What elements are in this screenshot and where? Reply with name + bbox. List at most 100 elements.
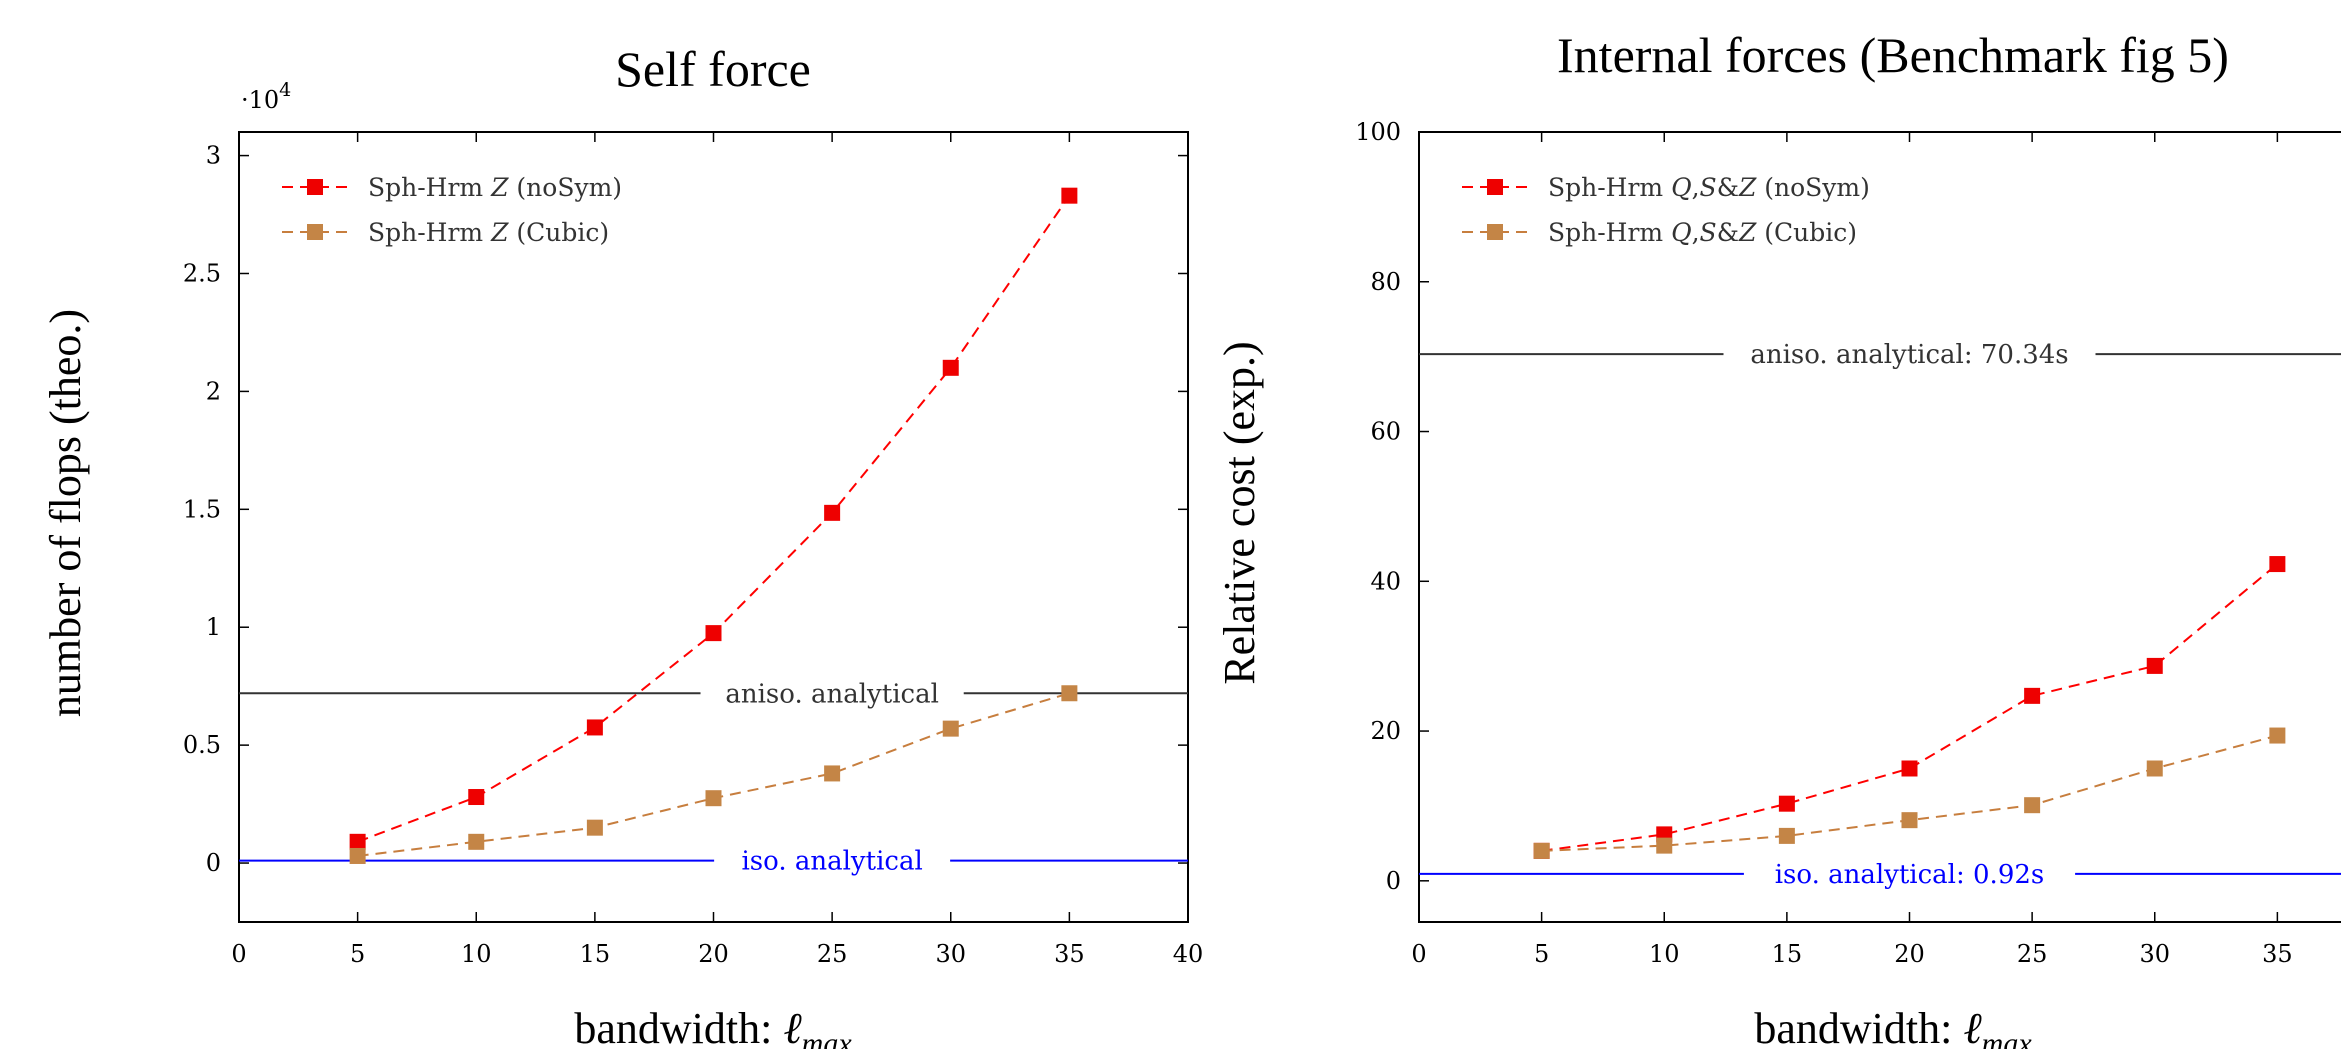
y-tick-label: 80 bbox=[1370, 268, 1401, 296]
x-tick-label: 25 bbox=[817, 940, 848, 968]
x-tick-label: 20 bbox=[1894, 940, 1925, 968]
data-point bbox=[1061, 685, 1078, 702]
legend-label-part: Z bbox=[1738, 173, 1757, 202]
y-tick-label: 40 bbox=[1370, 567, 1401, 595]
data-point bbox=[2269, 556, 2286, 573]
legend-label-part: S bbox=[1700, 218, 1717, 247]
x-axis-label-symbol: ℓ bbox=[1963, 1004, 1982, 1049]
x-axis-label-subscript: max bbox=[1982, 1027, 2033, 1049]
chart-1: Self force 0 5 10 15 20 25 30 35 40 0 0.5 1 1.5 2 2.5 3 ·… bbox=[41, 41, 1203, 1049]
data-point bbox=[942, 359, 959, 376]
legend-label: Sph-Hrm Z (noSym) bbox=[368, 173, 622, 202]
data-point bbox=[468, 789, 485, 806]
chart-title: Internal forces (Benchmark fig 5) bbox=[1557, 27, 2229, 83]
legend-label-part: S bbox=[1700, 173, 1717, 202]
series-line bbox=[357, 195, 1071, 843]
x-tick-label: 30 bbox=[935, 940, 966, 968]
x-tick-label: 20 bbox=[698, 940, 729, 968]
data-point bbox=[824, 765, 841, 782]
legend-label-part: , bbox=[1692, 218, 1700, 247]
x-tick-label: 5 bbox=[350, 940, 365, 968]
legend-label-part: Z bbox=[490, 173, 509, 202]
x-tick-label: 35 bbox=[1054, 940, 1085, 968]
x-axis-label-symbol: ℓ bbox=[783, 1004, 802, 1049]
x-tick-label: 15 bbox=[1772, 940, 1803, 968]
data-point bbox=[824, 504, 841, 521]
data-point bbox=[1778, 827, 1795, 844]
y-scale-exponent-base: ·10 bbox=[241, 86, 279, 114]
y-tick-label: 100 bbox=[1355, 118, 1401, 146]
x-axis-label-text: bandwidth: bbox=[574, 1004, 783, 1049]
legend-label-part: Q bbox=[1671, 173, 1692, 202]
data-point bbox=[942, 720, 959, 737]
data-point bbox=[1778, 795, 1795, 812]
data-point bbox=[468, 833, 485, 850]
x-tick-label: 40 bbox=[1173, 940, 1204, 968]
data-point bbox=[1533, 842, 1550, 859]
legend-label-part: (noSym) bbox=[1756, 173, 1870, 202]
legend-label-part: Sph-Hrm bbox=[368, 173, 491, 202]
legend-label-part: Sph-Hrm bbox=[1548, 173, 1671, 202]
data-point bbox=[2146, 760, 2163, 777]
legend-label-part: (Cubic) bbox=[1756, 218, 1857, 247]
y-tick-label: 1.5 bbox=[183, 495, 221, 523]
legend-label: Sph-Hrm Q,S&Z (Cubic) bbox=[1548, 218, 1857, 247]
legend-label-part: (noSym) bbox=[508, 173, 622, 202]
chart-title: Self force bbox=[615, 41, 811, 97]
x-tick-label: 15 bbox=[580, 940, 611, 968]
x-tick-label: 30 bbox=[2139, 940, 2170, 968]
y-tick-label: 60 bbox=[1370, 418, 1401, 446]
x-tick-label: 5 bbox=[1534, 940, 1549, 968]
series-line bbox=[357, 692, 1070, 857]
x-axis-label-text: bandwidth: bbox=[1754, 1004, 1963, 1049]
x-axis-label: bandwidth: ℓmax bbox=[574, 1004, 852, 1049]
legend-label-part: Z bbox=[1738, 218, 1757, 247]
data-point bbox=[2024, 797, 2041, 814]
data-point bbox=[2146, 657, 2163, 674]
legend-label-part: Sph-Hrm bbox=[1548, 218, 1671, 247]
x-tick-label: 10 bbox=[1649, 940, 1680, 968]
data-point bbox=[2024, 687, 2041, 704]
data-point bbox=[2269, 727, 2286, 744]
y-axis-label: number of flops (theo.) bbox=[41, 309, 90, 717]
x-tick-label: 25 bbox=[2017, 940, 2048, 968]
y-tick-label: 3 bbox=[206, 142, 221, 170]
y-tick-label: 2.5 bbox=[183, 259, 221, 287]
y-tick-label: 0 bbox=[1386, 867, 1401, 895]
legend-label-part: Q bbox=[1671, 218, 1692, 247]
y-tick-label: 0.5 bbox=[183, 731, 221, 759]
y-tick-label: 1 bbox=[206, 613, 221, 641]
data-point bbox=[586, 819, 603, 836]
y-axis-label: Relative cost (exp.) bbox=[1215, 341, 1264, 684]
x-tick-label: 10 bbox=[461, 940, 492, 968]
y-tick-label: 20 bbox=[1370, 717, 1401, 745]
data-point bbox=[1901, 812, 1918, 829]
reference-line-label: iso. analytical: 0.92s bbox=[1775, 860, 2045, 890]
legend-label: Sph-Hrm Z (Cubic) bbox=[368, 218, 609, 247]
x-axis-label-subscript: max bbox=[802, 1027, 853, 1049]
x-tick-label: 35 bbox=[2262, 940, 2293, 968]
legend-label-part: Sph-Hrm bbox=[368, 218, 491, 247]
legend-label: Sph-Hrm Q,S&Z (noSym) bbox=[1548, 173, 1870, 202]
reference-line-label: iso. analytical bbox=[741, 847, 922, 877]
plot-frame bbox=[1418, 131, 2341, 923]
data-point bbox=[586, 719, 603, 736]
data-point bbox=[1656, 837, 1673, 854]
reference-line-label: aniso. analytical bbox=[725, 679, 939, 709]
data-point bbox=[705, 790, 722, 807]
legend-swatch-marker bbox=[1487, 179, 1503, 195]
y-scale-exponent-power: 4 bbox=[279, 79, 291, 101]
legend-swatch-marker bbox=[307, 179, 323, 195]
legend-label-part: Z bbox=[490, 218, 509, 247]
legend-swatch-marker bbox=[307, 224, 323, 240]
legend-label-part: , bbox=[1692, 173, 1700, 202]
x-tick-label: 0 bbox=[1411, 940, 1426, 968]
data-point bbox=[1061, 187, 1078, 204]
x-axis-label: bandwidth: ℓmax bbox=[1754, 1004, 2032, 1049]
series-line bbox=[1541, 734, 2278, 852]
legend-swatch-marker bbox=[1487, 224, 1503, 240]
y-tick-label: 0 bbox=[206, 849, 221, 877]
y-scale-exponent: ·104 bbox=[241, 79, 291, 114]
series-line bbox=[1541, 563, 2279, 852]
